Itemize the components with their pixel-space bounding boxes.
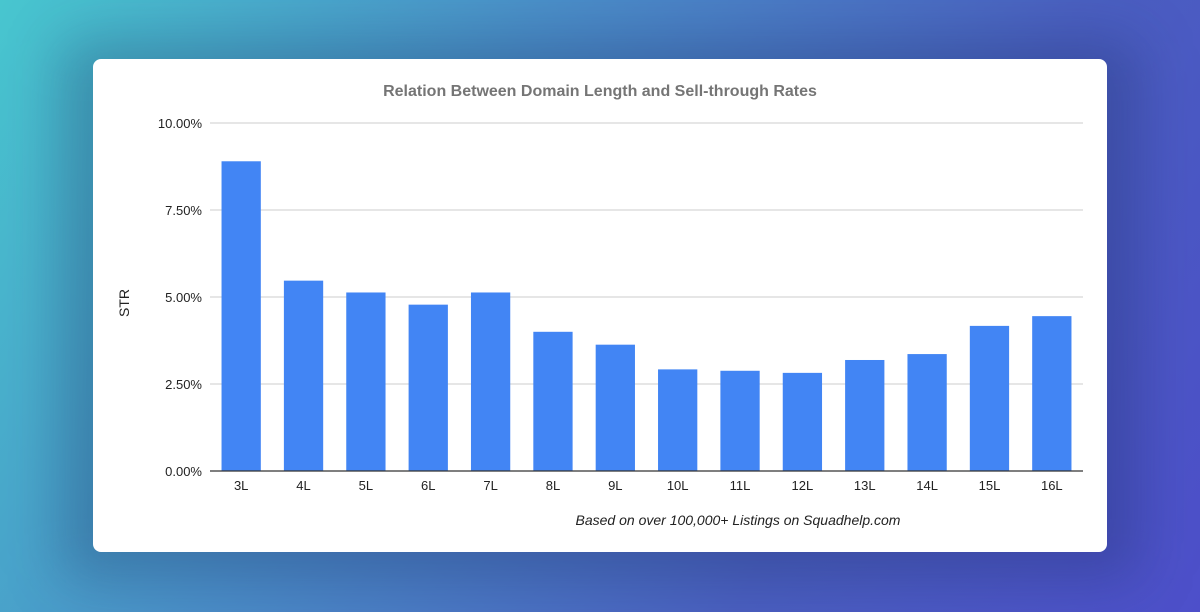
- x-tick-label: 8L: [546, 478, 560, 493]
- x-axis-caption: Based on over 100,000+ Listings on Squad…: [575, 512, 901, 528]
- chart-card: Relation Between Domain Length and Sell-…: [93, 59, 1107, 552]
- x-tick-label: 5L: [359, 478, 373, 493]
- x-tick-label: 14L: [916, 478, 938, 493]
- y-tick-label: 2.50%: [165, 377, 202, 392]
- bar-6L: [408, 304, 448, 471]
- y-tick-label: 5.00%: [165, 290, 202, 305]
- x-tick-label: 16L: [1041, 478, 1063, 493]
- y-tick-label: 10.00%: [158, 116, 203, 131]
- x-tick-label: 6L: [421, 478, 435, 493]
- bar-8L: [533, 331, 573, 471]
- bar-12L: [782, 372, 823, 471]
- x-tick-label: 3L: [234, 478, 248, 493]
- bar-5L: [346, 292, 386, 471]
- bar-4L: [283, 280, 324, 471]
- x-tick-label: 11L: [730, 478, 751, 493]
- bar-14L: [907, 354, 947, 471]
- bar-16L: [1032, 316, 1072, 471]
- bar-15L: [969, 325, 1010, 471]
- x-tick-label: 15L: [979, 478, 1001, 493]
- chart-title: Relation Between Domain Length and Sell-…: [383, 83, 817, 100]
- x-tick-label: 4L: [296, 478, 310, 493]
- bar-3L: [221, 161, 261, 471]
- x-tick-label: 10L: [667, 478, 689, 493]
- bar-chart-plot: 0.00% 2.50% 5.00% 7.50% 10.00% 3L 4L 5L 6L 7L 8L 9L…: [158, 116, 1083, 493]
- bar-9L: [595, 344, 635, 471]
- x-tick-label: 12L: [792, 478, 814, 493]
- x-tick-label: 13L: [854, 478, 876, 493]
- bar-11L: [720, 370, 760, 471]
- x-tick-label: 9L: [608, 478, 622, 493]
- y-tick-label: 7.50%: [165, 203, 202, 218]
- x-tick-label: 7L: [483, 478, 497, 493]
- y-tick-label: 0.00%: [165, 464, 202, 479]
- bar-13L: [845, 359, 885, 471]
- bar-10L: [658, 369, 698, 471]
- bar-7L: [470, 292, 511, 471]
